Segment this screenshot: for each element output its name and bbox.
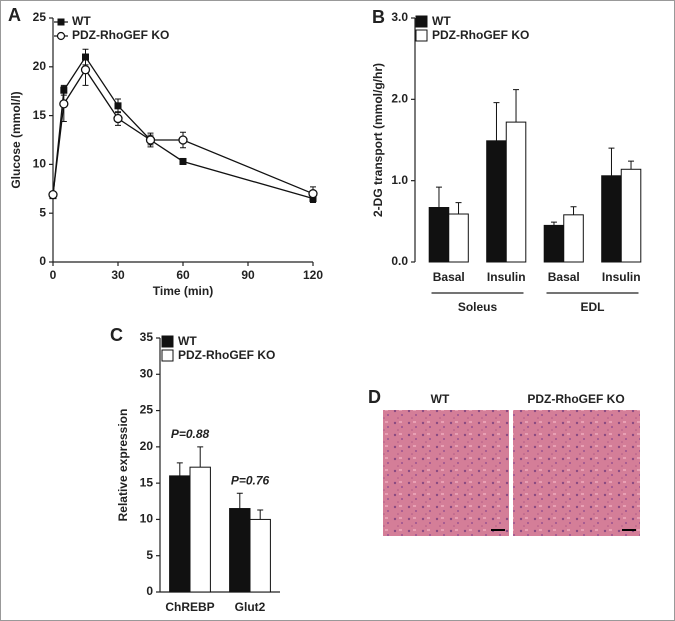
- x-tick-label: 30: [111, 268, 125, 282]
- legend-label: PDZ-RhoGEF KO: [72, 28, 169, 42]
- y-tick-label: 15: [33, 108, 47, 122]
- marker: [178, 135, 188, 145]
- x-tick-label: ChREBP: [165, 600, 214, 614]
- legend-label: WT: [178, 334, 197, 348]
- y-tick-label: 0: [146, 584, 153, 598]
- y-tick-label: 0.0: [391, 254, 408, 268]
- x-tick-label: Glut2: [235, 600, 266, 614]
- bar: [249, 518, 271, 593]
- group-label: Soleus: [458, 300, 498, 314]
- bar: [428, 207, 450, 263]
- x-tick-label: 60: [176, 268, 190, 282]
- panel-letter: D: [368, 387, 381, 407]
- bar: [601, 175, 622, 263]
- y-tick-label: 25: [33, 10, 47, 24]
- error-bar: [550, 221, 557, 226]
- y-tick-label: 10: [140, 512, 154, 526]
- y-tick-label: 35: [140, 330, 154, 344]
- marker: [308, 189, 318, 199]
- y-tick-label: 0: [39, 254, 46, 268]
- legend-marker: [56, 31, 66, 41]
- error-bar: [236, 492, 243, 509]
- y-tick-label: 30: [140, 366, 154, 380]
- x-tick-label: Insulin: [487, 270, 526, 284]
- panel-d: D WT PDZ-RhoGEF KO: [368, 387, 640, 536]
- error-bar: [570, 206, 577, 215]
- y-tick-label: 1.0: [391, 173, 408, 187]
- y-tick-label: 25: [140, 403, 154, 417]
- y-tick-label: 20: [140, 439, 154, 453]
- legend-swatch: [161, 349, 174, 362]
- bar: [543, 224, 565, 263]
- y-axis-label: Glucose (mmol/l): [9, 91, 23, 188]
- y-tick-label: 15: [140, 475, 154, 489]
- error-bar: [513, 89, 520, 123]
- bar: [229, 508, 251, 593]
- x-axis-label: Time (min): [153, 284, 213, 298]
- bar: [486, 140, 507, 263]
- annotation: P=0.76: [231, 473, 270, 487]
- error-bar: [608, 147, 615, 176]
- error-bar: [176, 462, 183, 476]
- bar: [505, 121, 527, 263]
- panel-letter: B: [372, 7, 385, 27]
- error-bar: [455, 202, 462, 215]
- y-axis-label: Relative expression: [116, 409, 130, 522]
- bar: [169, 475, 191, 593]
- panel-letter: C: [110, 325, 123, 345]
- legend-label: PDZ-RhoGEF KO: [432, 28, 529, 42]
- error-bar: [197, 446, 204, 468]
- annotation: P=0.88: [171, 427, 210, 441]
- error-bar: [628, 160, 635, 170]
- y-tick-label: 5: [146, 548, 153, 562]
- y-tick-label: 10: [33, 157, 47, 171]
- marker: [48, 190, 58, 200]
- marker: [80, 65, 91, 75]
- y-tick-label: 5: [39, 205, 46, 219]
- error-bar: [493, 102, 500, 141]
- marker: [114, 102, 122, 110]
- legend-swatch: [415, 15, 428, 28]
- panel-letter: A: [8, 5, 21, 25]
- bar: [563, 214, 584, 263]
- marker: [59, 99, 69, 109]
- legend-label: WT: [72, 14, 91, 28]
- group-label: EDL: [581, 300, 605, 314]
- bar: [189, 466, 211, 593]
- bar: [620, 168, 642, 263]
- image-title: PDZ-RhoGEF KO: [527, 392, 624, 406]
- error-bar: [435, 186, 442, 208]
- legend-label: WT: [432, 14, 451, 28]
- image-title: WT: [431, 392, 450, 406]
- histology-image: [383, 410, 509, 536]
- legend-marker: [57, 18, 65, 26]
- x-tick-label: Basal: [548, 270, 580, 284]
- legend-swatch: [415, 29, 428, 42]
- y-tick-label: 20: [33, 59, 47, 73]
- marker: [179, 157, 187, 165]
- bar: [448, 213, 469, 263]
- y-tick-label: 3.0: [391, 10, 408, 24]
- y-axis-label: 2-DG transport (mmol/g/hr): [371, 63, 385, 217]
- y-tick-label: 2.0: [391, 92, 408, 106]
- marker: [145, 135, 156, 145]
- histology-image: [513, 410, 640, 536]
- error-bar: [257, 509, 264, 520]
- marker: [113, 113, 123, 124]
- x-tick-label: 120: [303, 268, 323, 282]
- legend-swatch: [161, 335, 174, 348]
- x-tick-label: Basal: [433, 270, 465, 284]
- x-tick-label: 90: [241, 268, 255, 282]
- x-tick-label: 0: [50, 268, 57, 282]
- legend-label: PDZ-RhoGEF KO: [178, 348, 275, 362]
- x-tick-label: Insulin: [602, 270, 641, 284]
